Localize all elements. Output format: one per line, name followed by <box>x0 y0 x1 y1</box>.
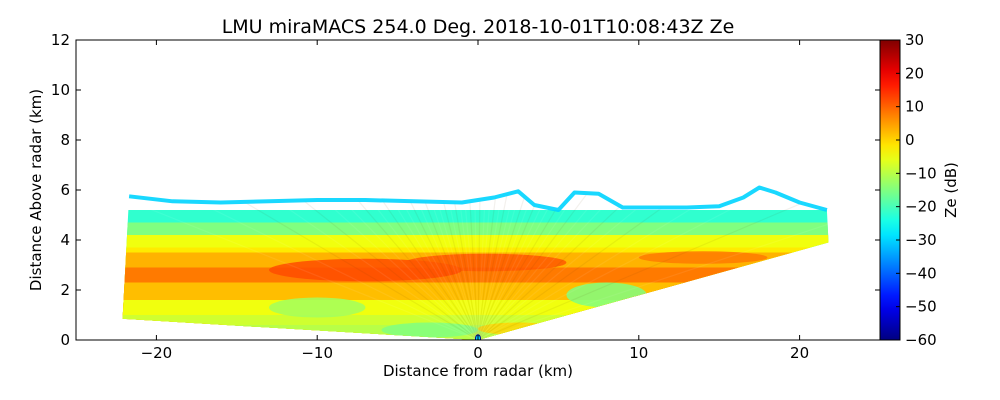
scan-ray <box>477 187 829 340</box>
scan-ray <box>380 187 479 340</box>
x-tick-label: 20 <box>790 344 809 362</box>
x-tick-label: 0 <box>473 344 483 362</box>
reflectivity-patch <box>381 322 479 338</box>
colorbar-tick-label: 0 <box>905 131 915 149</box>
scan-ray <box>354 187 479 340</box>
plot-area <box>122 185 829 340</box>
reflectivity-patch <box>268 297 366 318</box>
colorbar <box>879 39 901 341</box>
scan-ray <box>477 187 720 340</box>
scan-ray <box>122 187 479 340</box>
scan-ray <box>164 187 479 340</box>
y-axis-label: Distance Above radar (km) <box>27 89 45 291</box>
scan-ray <box>122 187 479 340</box>
reflectivity-patch <box>638 251 768 264</box>
colorbar-tick-label: −30 <box>905 231 937 249</box>
colorbar-tick-label: −10 <box>905 164 937 182</box>
colorbar-tick-label: 30 <box>905 31 924 49</box>
scan-ray <box>477 187 622 340</box>
colorbar-tick-label: 10 <box>905 98 924 116</box>
scan-ray <box>477 187 829 340</box>
colorbar-tick-label: −40 <box>905 264 937 282</box>
scan-ray <box>477 187 787 340</box>
y-axis: 0 2 4 6 8 10 12 <box>51 31 880 349</box>
scan-ray <box>477 187 489 340</box>
scan-ray <box>253 187 479 340</box>
scan-ray <box>278 187 479 340</box>
scan-ray <box>460 187 479 340</box>
scan-ray <box>406 187 479 340</box>
colorbar-tick-label: −50 <box>905 298 937 316</box>
scan-ray <box>477 187 829 340</box>
colorbar-axis: 30 20 10 0 −10 −20 −30 −40 −50 −60 <box>896 31 937 349</box>
scan-ray <box>122 187 479 340</box>
x-tick-label: 10 <box>629 344 648 362</box>
scan-ray <box>477 187 647 340</box>
scan-ray <box>328 187 479 340</box>
x-tick-label: −20 <box>141 344 173 362</box>
colorbar-tick-label: 20 <box>905 64 924 82</box>
scan-ray <box>477 187 829 340</box>
scan-ray <box>477 187 829 340</box>
scan-ray <box>122 187 479 340</box>
scan-ray <box>125 187 479 340</box>
scan-ray <box>477 187 569 340</box>
scan-ray <box>122 187 479 340</box>
colorbar-tick-label: −20 <box>905 198 937 216</box>
scan-ray <box>185 187 479 340</box>
scan-ray <box>477 187 697 340</box>
scan-ray <box>144 187 479 340</box>
scan-ray <box>477 187 765 340</box>
cloud-top-edge <box>128 185 828 340</box>
y-tick-label: 4 <box>60 231 70 249</box>
scan-ray <box>477 187 829 340</box>
scan-ray <box>477 187 743 340</box>
reflectivity-patch <box>405 253 567 272</box>
scan-ray <box>477 187 807 340</box>
y-tick-label: 12 <box>51 31 70 49</box>
x-axis: −20 −10 0 10 20 <box>141 40 809 362</box>
colorbar-tick-label: −60 <box>905 331 937 349</box>
scan-ray <box>477 187 516 340</box>
colorbar-label: Ze (dB) <box>942 162 960 218</box>
scan-ray <box>122 187 479 340</box>
y-tick-label: 6 <box>60 181 70 199</box>
scan-ray <box>477 187 829 340</box>
scan-ray <box>122 187 479 340</box>
chart-title: LMU miraMACS 254.0 Deg. 2018-10-01T10:08… <box>222 16 735 38</box>
scan-ray <box>477 187 543 340</box>
radar-scan <box>122 187 829 340</box>
y-tick-label: 10 <box>51 81 70 99</box>
scan-ray <box>122 187 479 340</box>
scan-ray <box>207 187 479 340</box>
scan-ray <box>477 187 829 340</box>
scan-ray <box>477 187 596 340</box>
scan-ray <box>477 187 826 340</box>
scan-ray <box>477 187 672 340</box>
x-axis-label: Distance from radar (km) <box>383 362 573 380</box>
cloud-top-line <box>128 185 828 212</box>
scan-ray <box>477 187 829 340</box>
y-tick-label: 8 <box>60 131 70 149</box>
y-tick-label: 2 <box>60 281 70 299</box>
scan-ray <box>122 187 479 340</box>
scan-ray <box>230 187 479 340</box>
scan-ray <box>302 187 479 340</box>
y-tick-label: 0 <box>60 331 70 349</box>
x-tick-label: −10 <box>301 344 333 362</box>
scan-ray <box>477 187 829 340</box>
scan-ray <box>433 187 479 340</box>
